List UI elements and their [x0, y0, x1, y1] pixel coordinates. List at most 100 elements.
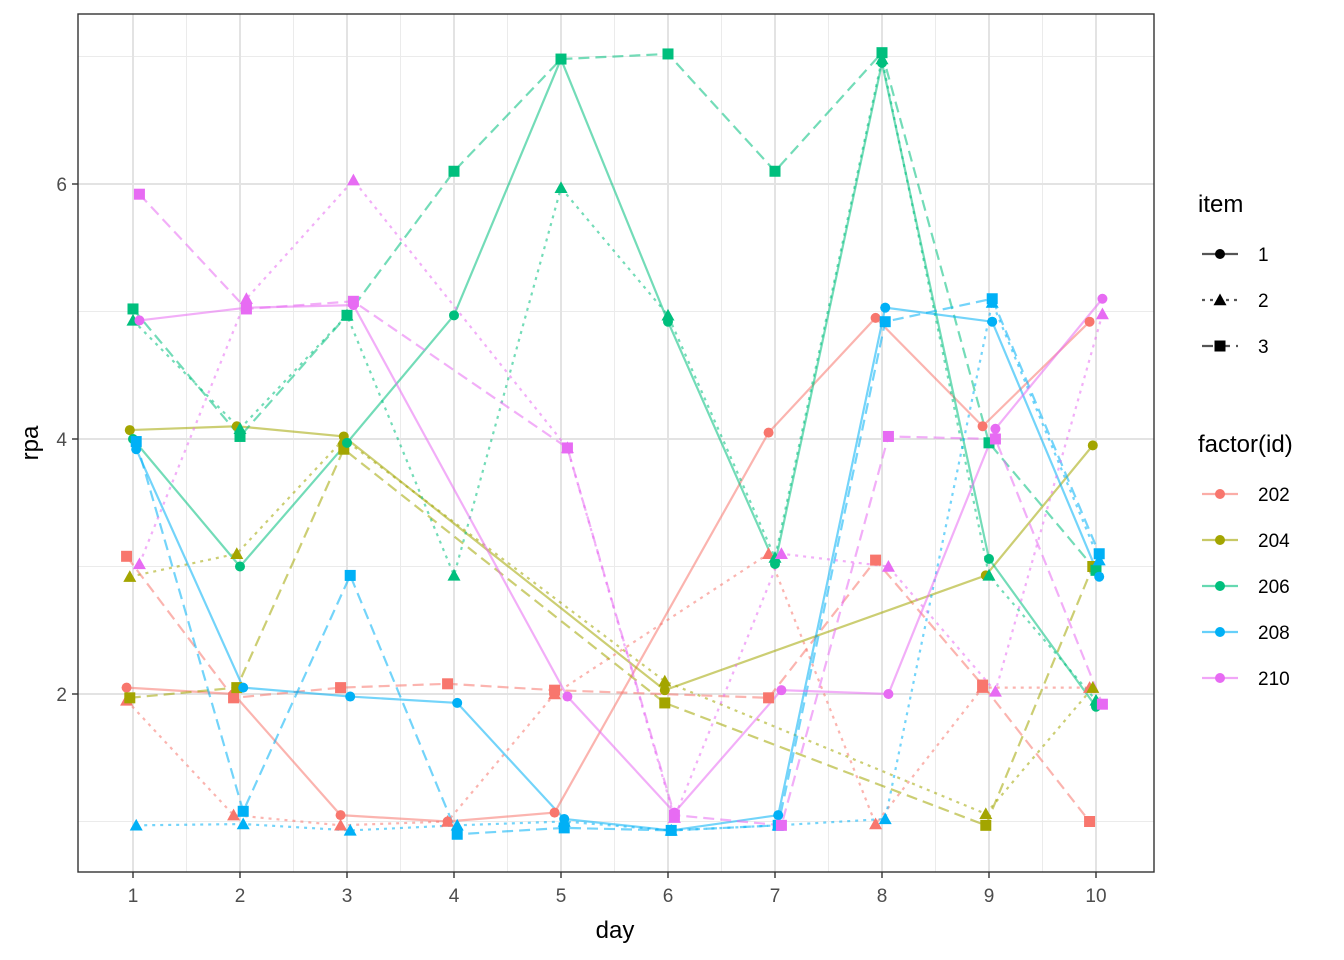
- point-208-item-3: [986, 293, 998, 305]
- point-206-item-3: [1090, 564, 1102, 576]
- series-line-204-item-3: [129, 447, 1094, 827]
- point-210-item-2: [881, 560, 895, 572]
- x-tick-label: 2: [235, 886, 246, 907]
- point-204-item-2: [658, 674, 672, 687]
- legend-item-key-circle-icon: [1215, 249, 1225, 259]
- point-210-item-3: [882, 430, 894, 442]
- legend-id-title: factor(id): [1198, 431, 1293, 458]
- point-210-item-3: [775, 819, 787, 831]
- legend-id-label: 208: [1258, 623, 1290, 644]
- point-202-item-2: [869, 817, 883, 830]
- x-tick-label: 7: [770, 886, 781, 907]
- point-206-item-2: [447, 568, 461, 581]
- point-204-item-3: [980, 819, 992, 831]
- series-line-204-item-1: [129, 425, 1094, 692]
- panel-border: [77, 13, 1155, 873]
- point-210-item-1: [883, 689, 894, 699]
- point-202-item-1: [121, 682, 132, 693]
- point-210-item-3: [133, 188, 145, 200]
- point-202-item-3: [763, 692, 775, 704]
- point-206-item-3: [769, 165, 781, 177]
- legend-item-key-square-icon: [1214, 340, 1226, 352]
- series-line-206-item-2: [132, 58, 1097, 702]
- point-210-item-2: [346, 173, 360, 186]
- x-tick-label: 10: [1085, 886, 1106, 907]
- y-tick-label: 6: [56, 175, 67, 196]
- point-202-item-1: [763, 427, 774, 438]
- point-208-item-1: [773, 810, 784, 821]
- point-208-item-3: [451, 828, 463, 840]
- point-208-item-1: [345, 691, 356, 702]
- point-202-item-2: [441, 815, 455, 827]
- y-axis-title: rpa: [17, 425, 44, 460]
- legend-item-label: 2: [1258, 291, 1269, 312]
- point-202-item-2: [334, 818, 348, 831]
- point-208-item-2: [236, 817, 250, 830]
- x-axis-title: day: [596, 917, 635, 944]
- point-208-item-3: [344, 569, 356, 581]
- point-204-item-3: [338, 443, 350, 455]
- legend-item-label: 3: [1258, 337, 1269, 358]
- point-202-item-3: [549, 684, 561, 696]
- x-tick-label: 4: [449, 886, 460, 907]
- point-202-item-1: [549, 807, 560, 818]
- point-210-item-1: [776, 685, 787, 696]
- legend-item-label: 1: [1258, 245, 1269, 266]
- point-206-item-3: [555, 53, 567, 65]
- point-204-item-1: [124, 425, 135, 436]
- point-204-item-2: [979, 807, 993, 820]
- legend-id-key-circle-icon: [1215, 489, 1225, 499]
- point-210-item-2: [988, 684, 1002, 697]
- point-204-item-2: [1086, 681, 1100, 693]
- point-210-item-2: [239, 292, 253, 304]
- point-208-item-2: [1092, 553, 1106, 566]
- point-206-item-2: [875, 52, 889, 65]
- point-206-item-3: [662, 48, 674, 60]
- point-210-item-3: [668, 809, 680, 821]
- point-210-item-1: [134, 315, 145, 326]
- series-line-208-item-2: [136, 298, 1101, 832]
- point-204-item-3: [659, 697, 671, 709]
- legend-item: item 1 2 3: [1198, 191, 1269, 358]
- point-210-item-1: [990, 423, 1001, 434]
- point-202-item-2: [227, 808, 241, 821]
- series-line-206-item-3: [132, 50, 1097, 572]
- point-208-item-1: [880, 302, 891, 313]
- point-206-item-2: [768, 551, 782, 563]
- legend-id: factor(id) 202 204 206 208 210: [1198, 431, 1293, 690]
- legend-id-label: 206: [1258, 577, 1290, 598]
- point-210-item-3: [347, 295, 359, 307]
- point-208-item-3: [130, 436, 142, 448]
- x-tick-label: 9: [984, 886, 995, 907]
- point-204-item-1: [1087, 440, 1098, 451]
- point-206-item-2: [554, 181, 568, 194]
- point-204-item-3: [124, 692, 136, 704]
- point-208-item-1: [1094, 571, 1105, 582]
- point-206-item-3: [876, 47, 888, 59]
- legend-id-key-circle-icon: [1215, 627, 1225, 637]
- point-204-item-1: [659, 685, 670, 696]
- point-206-item-1: [342, 437, 352, 448]
- point-202-item-3: [335, 682, 347, 694]
- legend-id-label: 210: [1258, 669, 1290, 690]
- axes: 1 2 3 4 5 6 7 8 9 10 2 4 6: [56, 175, 1106, 907]
- x-tick-label: 3: [342, 886, 353, 907]
- point-208-item-1: [238, 682, 249, 693]
- x-tick-label: 8: [877, 886, 888, 907]
- panel-background: [78, 14, 1154, 872]
- point-210-item-2: [1095, 307, 1109, 320]
- x-tick-label: 1: [128, 886, 139, 907]
- legend-id-key-circle-icon: [1215, 581, 1225, 591]
- point-206-item-3: [448, 165, 460, 177]
- point-206-item-2: [982, 568, 996, 581]
- legend-id-key-circle-icon: [1215, 673, 1225, 683]
- point-206-item-2: [661, 308, 675, 321]
- legend-id-label: 202: [1258, 485, 1290, 506]
- series-line-208-item-3: [135, 297, 1101, 836]
- legend-item-key-triangle-icon: [1213, 293, 1227, 306]
- point-206-item-3: [127, 303, 139, 315]
- point-202-item-1: [1084, 316, 1095, 327]
- point-208-item-3: [1093, 548, 1105, 560]
- x-tick-label: 6: [663, 886, 674, 907]
